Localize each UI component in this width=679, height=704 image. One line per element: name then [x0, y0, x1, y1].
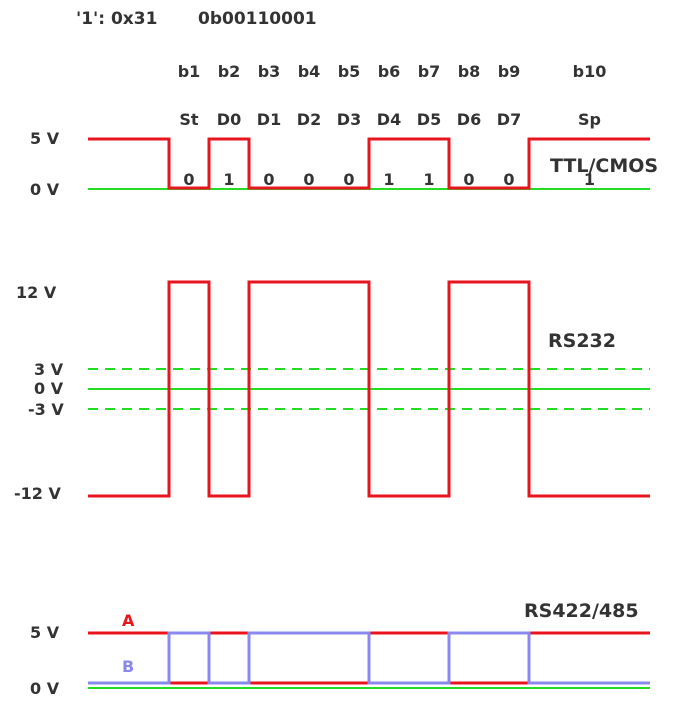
ttl-low-label: 0 V [30, 180, 60, 199]
rs485-low-label: 0 V [30, 679, 60, 698]
bit-position-label: b5 [338, 62, 361, 81]
rs232-label-0v: 0 V [34, 379, 64, 398]
rs485-line-a-waveform [88, 631, 650, 685]
bit-position-label: b3 [258, 62, 281, 81]
rs232-title: RS232 [548, 330, 616, 352]
rs232-label-neg3v: -3 V [28, 400, 64, 419]
ttl-title: TTL/CMOS [550, 155, 658, 177]
bit-value-label: 0 [503, 170, 514, 189]
bit-position-label: b2 [218, 62, 241, 81]
bit-value-label: 0 [343, 170, 354, 189]
bit-name-label: D5 [417, 110, 441, 129]
bit-position-label: b4 [298, 62, 321, 81]
bit-name-label: D1 [257, 110, 281, 129]
bit-value-label: 1 [584, 170, 595, 189]
rs232-section: 12 V 3 V 0 V -3 V -12 V RS232 [14, 280, 650, 503]
bit-value-label: 0 [183, 170, 194, 189]
rs485-line-b-label: B [122, 657, 134, 676]
rs232-label-3v: 3 V [34, 360, 64, 379]
bit-name-label: Sp [578, 110, 601, 129]
ttl-waveform [88, 137, 650, 190]
bit-position-label: b10 [573, 62, 607, 81]
rs485-section: 5 V 0 V A B RS422/485 [30, 600, 650, 698]
rs485-line-a-label: A [122, 611, 135, 630]
bit-position-label: b6 [378, 62, 401, 81]
bit-value-label: 1 [383, 170, 394, 189]
bit-value-label: 0 [463, 170, 474, 189]
rs485-title: RS422/485 [524, 600, 639, 622]
bit-value-label: 0 [263, 170, 274, 189]
bit-value-label: 0 [303, 170, 314, 189]
bit-name-label: D2 [297, 110, 321, 129]
rs232-label-12v: 12 V [16, 283, 57, 302]
ttl-high-label: 5 V [30, 129, 60, 148]
bit-name-label: D0 [217, 110, 241, 129]
rs232-label-neg12v: -12 V [14, 484, 61, 503]
bit-name-label: D3 [337, 110, 361, 129]
bit-position-label: b9 [498, 62, 521, 81]
rs485-line-b-waveform [88, 631, 650, 685]
char-hex-label: '1': 0x31 [76, 9, 157, 29]
bit-names-row: St D0 D1 D2 D3 D4 D5 D6 D7 Sp [179, 110, 601, 129]
bit-name-label: D4 [377, 110, 401, 129]
rs232-waveform [88, 280, 650, 498]
bit-positions-row: b1 b2 b3 b4 b5 b6 b7 b8 b9 b10 [178, 62, 607, 81]
bit-name-label: D6 [457, 110, 481, 129]
bit-values-row: 0 1 0 0 0 1 1 0 0 1 [183, 170, 595, 189]
bit-value-label: 1 [423, 170, 434, 189]
char-binary-label: 0b00110001 [198, 9, 317, 29]
bit-position-label: b7 [418, 62, 441, 81]
ttl-section: 5 V 0 V 0 1 0 0 0 1 1 0 0 1 TTL/CMOS [30, 129, 658, 199]
bit-position-label: b1 [178, 62, 201, 81]
rs485-high-label: 5 V [30, 623, 60, 642]
bit-value-label: 1 [223, 170, 234, 189]
bit-name-label: St [179, 110, 199, 129]
bit-name-label: D7 [497, 110, 521, 129]
bit-position-label: b8 [458, 62, 481, 81]
